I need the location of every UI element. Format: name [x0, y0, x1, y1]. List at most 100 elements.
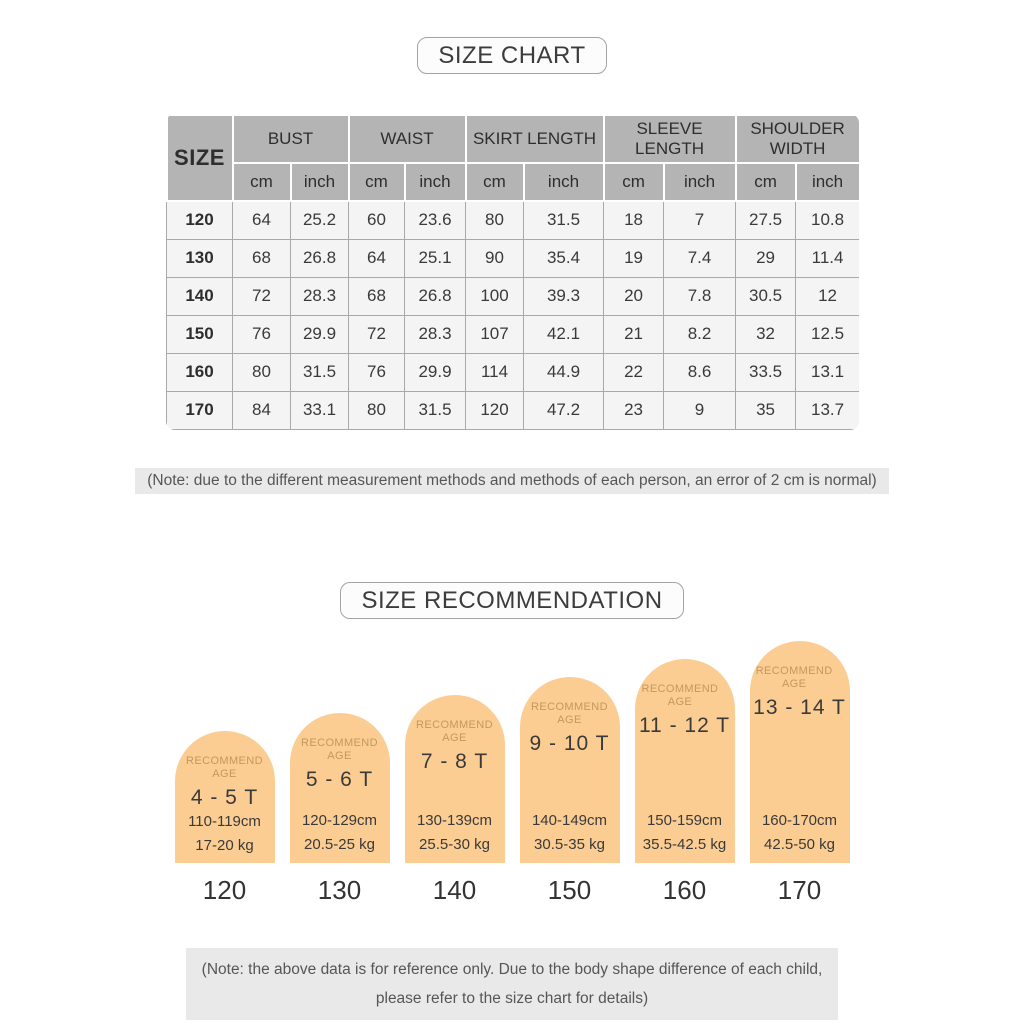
arch-bottom: 130-139cm 25.5-30 kg	[417, 809, 492, 857]
reference-note-line1: (Note: the above data is for reference o…	[201, 960, 823, 978]
arch-size-labels: 120 130 140 150 160 170	[0, 875, 1024, 906]
weight-range: 17-20 kg	[195, 836, 254, 854]
table-row: 170 84 33.1 80 31.5 120 47.2 23 9 35 13.…	[166, 390, 859, 430]
height-range: 160-170cm	[761, 811, 838, 829]
unit-header-cm: cm	[347, 162, 406, 202]
cell-skirt-inch: 47.2	[523, 390, 605, 430]
arch-size-label: 140	[432, 874, 477, 905]
cell-sleeve-cm: 21	[603, 314, 665, 354]
size-chart-title-row: SIZE CHART	[0, 0, 1024, 74]
size-chart-table: SIZE BUST WAIST SKIRT LENGTH SLEEVE LENG…	[165, 114, 859, 430]
arch-bottom: 140-149cm 30.5-35 kg	[532, 809, 607, 857]
cell-bust-inch: 26.8	[290, 238, 349, 278]
cell-skirt-inch: 44.9	[523, 352, 605, 392]
cell-shoulder-cm: 33.5	[735, 352, 797, 392]
cell-waist-inch: 28.3	[403, 314, 467, 354]
cell-waist-cm: 68	[348, 276, 405, 316]
cell-shoulder-inch: 12	[795, 276, 859, 316]
cell-skirt-cm: 120	[465, 390, 525, 430]
cell-waist-inch: 26.8	[403, 276, 467, 316]
height-range: 140-149cm	[531, 811, 608, 829]
cell-skirt-cm: 107	[465, 314, 525, 354]
cell-skirt-inch: 42.1	[523, 314, 605, 354]
cell-bust-inch: 29.9	[290, 314, 349, 354]
age-range: 9 - 10 T	[529, 731, 610, 755]
row-size: 140	[166, 276, 233, 316]
cell-bust-inch: 25.2	[290, 200, 349, 240]
cell-waist-inch: 25.1	[403, 238, 467, 278]
cell-sleeve-inch: 7	[663, 200, 737, 240]
age-range: 4 - 5 T	[190, 785, 259, 809]
cell-sleeve-cm: 20	[603, 276, 665, 316]
arch-size-label: 160	[662, 874, 707, 905]
recommend-age-label: RECOMMEND AGE	[416, 718, 493, 744]
cell-shoulder-cm: 27.5	[735, 200, 797, 240]
recommend-age-label: RECOMMEND AGE	[755, 664, 833, 690]
size-chart-table-wrap: SIZE BUST WAIST SKIRT LENGTH SLEEVE LENG…	[165, 114, 859, 430]
size-recommendation-title-row: SIZE RECOMMENDATION	[0, 581, 1024, 619]
weight-range: 20.5-25 kg	[304, 835, 375, 853]
table-row: 140 72 28.3 68 26.8 100 39.3 20 7.8 30.5…	[166, 276, 859, 316]
cell-skirt-inch: 31.5	[523, 200, 605, 240]
cell-bust-cm: 76	[232, 314, 291, 354]
unit-header-inch: inch	[289, 162, 350, 202]
recommend-age-label: RECOMMEND AGE	[186, 754, 263, 780]
table-row: 120 64 25.2 60 23.6 80 31.5 18 7 27.5 10…	[166, 200, 859, 240]
cell-shoulder-inch: 10.8	[795, 200, 859, 240]
reference-note-row: (Note: the above data is for reference o…	[0, 906, 1024, 1020]
arch-size-label: 120	[202, 874, 247, 905]
cell-waist-inch: 31.5	[403, 390, 467, 430]
table-row: 160 80 31.5 76 29.9 114 44.9 22 8.6 33.5…	[166, 352, 859, 392]
table-row: 130 68 26.8 64 25.1 90 35.4 19 7.4 29 11…	[166, 238, 859, 278]
cell-shoulder-cm: 35	[735, 390, 797, 430]
arch-size-label: 130	[317, 874, 362, 905]
cell-shoulder-cm: 32	[735, 314, 797, 354]
arch-bottom: 110-119cm 17-20 kg	[188, 810, 261, 858]
recommend-age-label: RECOMMEND AGE	[531, 700, 608, 726]
cell-bust-cm: 64	[232, 200, 291, 240]
arch-top: RECOMMEND AGE 9 - 10 T	[529, 701, 611, 756]
measurement-note-row: (Note: due to the different measurement …	[0, 467, 1024, 494]
recommendation-arch-140: RECOMMEND AGE 7 - 8 T 130-139cm 25.5-30 …	[404, 694, 505, 863]
unit-header-inch: inch	[662, 162, 737, 202]
arch-top: RECOMMEND AGE 13 - 14 T	[753, 665, 846, 720]
unit-header-cm: cm	[231, 162, 292, 202]
arch-bottom: 160-170cm 42.5-50 kg	[762, 809, 837, 857]
arch-top: RECOMMEND AGE 5 - 6 T	[299, 737, 381, 792]
recommend-age-label: RECOMMEND AGE	[641, 682, 719, 708]
cell-sleeve-cm: 18	[603, 200, 665, 240]
cell-shoulder-inch: 11.4	[795, 238, 859, 278]
cell-bust-cm: 68	[232, 238, 291, 278]
recommendation-arches: RECOMMEND AGE 4 - 5 T 110-119cm 17-20 kg…	[0, 640, 1024, 863]
recommendation-arch-150: RECOMMEND AGE 9 - 10 T 140-149cm 30.5-35…	[519, 676, 620, 863]
cell-bust-cm: 84	[232, 390, 291, 430]
weight-range: 30.5-35 kg	[534, 835, 605, 853]
arch-size-label: 150	[547, 874, 592, 905]
row-size: 160	[166, 352, 233, 392]
reference-note-line2: please refer to the size chart for detai…	[375, 989, 649, 1007]
cell-sleeve-inch: 7.4	[663, 238, 737, 278]
table-header-unit-row: cm inch cm inch cm inch cm inch cm inch	[167, 162, 859, 202]
cell-sleeve-cm: 19	[603, 238, 665, 278]
table-header-group-row: SIZE BUST WAIST SKIRT LENGTH SLEEVE LENG…	[165, 114, 859, 202]
cell-skirt-cm: 90	[465, 238, 525, 278]
cell-shoulder-inch: 13.7	[795, 390, 859, 430]
cell-waist-inch: 29.9	[403, 352, 467, 392]
arch-top: RECOMMEND AGE 11 - 12 T	[639, 683, 730, 738]
recommendation-arch-170: RECOMMEND AGE 13 - 14 T 160-170cm 42.5-5…	[749, 640, 850, 863]
height-range: 110-119cm	[188, 812, 261, 830]
table-row: 150 76 29.9 72 28.3 107 42.1 21 8.2 32 1…	[166, 314, 859, 354]
age-range: 13 - 14 T	[753, 695, 846, 719]
cell-shoulder-inch: 13.1	[795, 352, 859, 392]
unit-header-cm: cm	[602, 162, 665, 202]
cell-bust-cm: 72	[232, 276, 291, 316]
weight-range: 35.5-42.5 kg	[642, 835, 727, 853]
cell-skirt-cm: 80	[465, 200, 525, 240]
cell-sleeve-inch: 7.8	[663, 276, 737, 316]
unit-header-cm: cm	[464, 162, 525, 202]
cell-waist-cm: 64	[348, 238, 405, 278]
cell-waist-cm: 72	[348, 314, 405, 354]
cell-sleeve-cm: 23	[603, 390, 665, 430]
row-size: 170	[166, 390, 233, 430]
unit-header-inch: inch	[522, 162, 605, 202]
